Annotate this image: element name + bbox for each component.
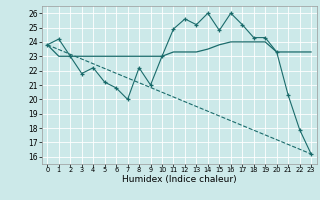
X-axis label: Humidex (Indice chaleur): Humidex (Indice chaleur) xyxy=(122,175,236,184)
